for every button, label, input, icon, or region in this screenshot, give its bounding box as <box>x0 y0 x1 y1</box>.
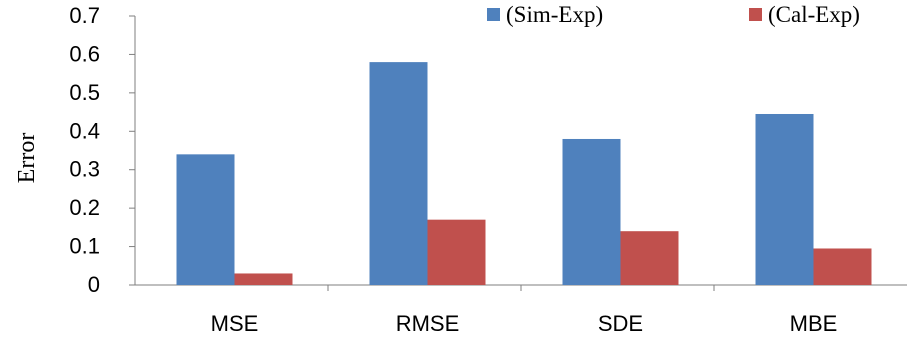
plot-area: 0 0.1 0.2 0.3 0.4 0.5 0.6 0.7 MSE RMSE SDE MBE <box>69 3 907 336</box>
y-tick-label: 0.5 <box>69 80 100 105</box>
bar-mse-series-2 <box>234 273 293 285</box>
legend-swatch <box>749 8 762 21</box>
bar-mse-series-1 <box>176 154 235 285</box>
legend-label: (Cal-Exp) <box>768 2 860 27</box>
bar-rmse-series-1 <box>369 62 428 285</box>
y-tick-label: 0.1 <box>69 234 100 259</box>
y-tick-label: 0.2 <box>69 195 100 220</box>
x-category-label: RMSE <box>396 311 460 336</box>
legend: (Sim-Exp) (Cal-Exp) <box>487 2 860 27</box>
bar-mbe-series-2 <box>813 248 872 285</box>
x-category-label: MSE <box>211 311 259 336</box>
bar-sde-series-2 <box>620 231 679 285</box>
bar-sde-series-1 <box>562 138 621 285</box>
y-tick-label: 0.4 <box>69 118 100 143</box>
y-tick-label: 0.6 <box>69 41 100 66</box>
x-category-label: MBE <box>790 311 838 336</box>
y-tick-label: 0.7 <box>69 3 100 28</box>
y-tick-label: 0 <box>88 272 100 297</box>
x-category-label: SDE <box>598 311 643 336</box>
y-tick-label: 0.3 <box>69 157 100 182</box>
bar-rmse-series-2 <box>427 219 486 285</box>
legend-swatch <box>487 8 500 21</box>
y-axis-label: Error <box>14 133 40 184</box>
bar-mbe-series-1 <box>755 113 814 285</box>
legend-label: (Sim-Exp) <box>506 2 603 27</box>
